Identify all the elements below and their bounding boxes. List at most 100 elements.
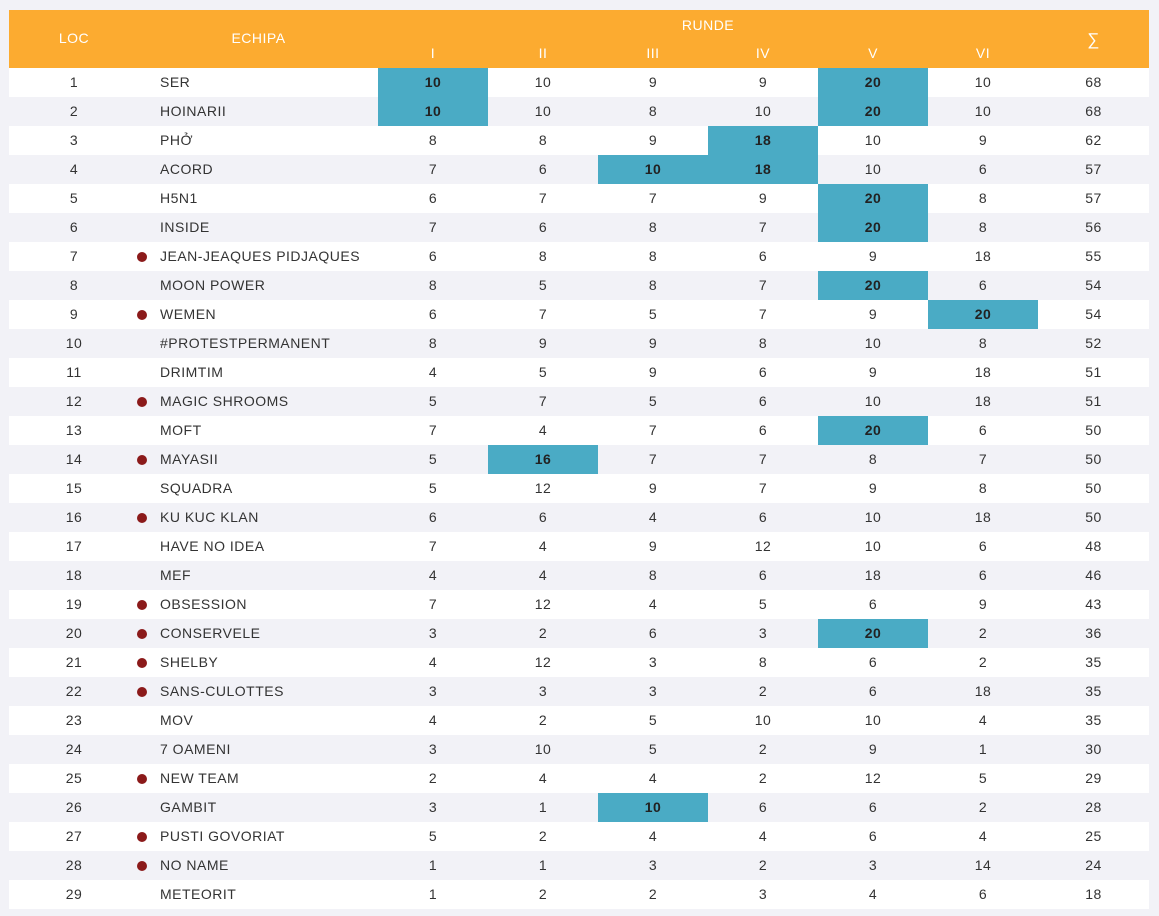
rank-cell: 6 xyxy=(69,219,79,235)
score-cell-round-2: 5 xyxy=(538,364,548,380)
score-cell-round-6: 6 xyxy=(978,277,988,293)
rank-cell: 13 xyxy=(65,422,83,438)
score-cell-round-3: 6 xyxy=(648,625,658,641)
score-cell-round-6: 2 xyxy=(978,654,988,670)
score-cell-round-2: 10 xyxy=(534,103,552,119)
marker-dot-icon xyxy=(137,455,147,465)
team-cell: MOV xyxy=(139,706,378,735)
score-cell-round-5: 6 xyxy=(868,683,878,699)
score-cell-round-5: 3 xyxy=(868,857,878,873)
table-row: 28 NO NAME 1 1 3 2 3 14 24 xyxy=(9,851,1149,880)
rank-cell: 27 xyxy=(65,828,83,844)
score-cell-round-4: 6 xyxy=(758,422,768,438)
score-cell-round-3: 5 xyxy=(648,393,658,409)
score-cell-round-5: 10 xyxy=(864,712,882,728)
table-row: 16 KU KUC KLAN 6 6 4 6 10 18 50 xyxy=(9,503,1149,532)
score-cell-round-6: 8 xyxy=(978,190,988,206)
marker-dot-icon xyxy=(137,774,147,784)
score-cell-round-3: 4 xyxy=(648,596,658,612)
table-row: 9 WEMEN 6 7 5 7 9 20 54 xyxy=(9,300,1149,329)
score-cell-round-1: 7 xyxy=(428,219,438,235)
score-cell-round-5: 9 xyxy=(868,741,878,757)
total-cell: 25 xyxy=(1085,828,1102,844)
score-cell-round-5: 20 xyxy=(818,97,928,126)
table-body: 1 SER 10 10 9 9 20 10 68 2 HOINARII 10 10 8 10 20 10 68 3 P… xyxy=(9,68,1149,909)
team-cell: CONSERVELE xyxy=(137,619,378,648)
score-cell-round-6: 8 xyxy=(978,219,988,235)
score-cell-round-3: 4 xyxy=(648,509,658,525)
score-cell-round-5: 20 xyxy=(818,68,928,97)
score-cell-round-5: 10 xyxy=(864,132,882,148)
score-cell-round-6: 9 xyxy=(978,132,988,148)
team-name: SHELBY xyxy=(160,654,219,670)
table-row: 3 PHỞ 8 8 9 18 10 9 62 xyxy=(9,126,1149,155)
score-cell-round-4: 7 xyxy=(758,219,768,235)
score-cell-round-1: 5 xyxy=(428,393,438,409)
team-name: SANS-CULOTTES xyxy=(160,683,284,699)
score-cell-round-6: 10 xyxy=(974,103,992,119)
score-cell-round-4: 12 xyxy=(754,538,772,554)
rank-cell: 12 xyxy=(65,393,83,409)
score-cell-round-6: 4 xyxy=(978,712,988,728)
score-cell-round-3: 8 xyxy=(648,248,658,264)
rank-cell: 1 xyxy=(69,74,79,90)
score-cell-round-1: 7 xyxy=(428,161,438,177)
score-cell-round-5: 12 xyxy=(864,770,882,786)
rank-cell: 15 xyxy=(65,480,83,496)
score-cell-round-3: 10 xyxy=(598,793,708,822)
rank-cell: 9 xyxy=(69,306,79,322)
score-cell-round-1: 4 xyxy=(428,567,438,583)
score-cell-round-4: 6 xyxy=(758,393,768,409)
total-cell: 57 xyxy=(1085,190,1102,206)
table-row: 21 SHELBY 4 12 3 8 6 2 35 xyxy=(9,648,1149,677)
score-cell-round-6: 4 xyxy=(978,828,988,844)
total-cell: 57 xyxy=(1085,161,1102,177)
team-cell: MOON POWER xyxy=(139,271,378,300)
score-cell-round-5: 20 xyxy=(818,619,928,648)
team-name: MAYASII xyxy=(160,451,219,467)
score-cell-round-3: 4 xyxy=(648,770,658,786)
table-row: 18 MEF 4 4 8 6 18 6 46 xyxy=(9,561,1149,590)
score-cell-round-6: 6 xyxy=(978,567,988,583)
score-cell-round-6: 2 xyxy=(978,799,988,815)
total-cell: 48 xyxy=(1085,538,1102,554)
total-cell: 56 xyxy=(1085,219,1102,235)
table-row: 29 METEORIT 1 2 2 3 4 6 18 xyxy=(9,880,1149,909)
score-cell-round-3: 7 xyxy=(648,451,658,467)
total-cell: 43 xyxy=(1085,596,1102,612)
team-cell: MEF xyxy=(139,561,378,590)
score-cell-round-1: 6 xyxy=(428,248,438,264)
score-cell-round-2: 5 xyxy=(538,277,548,293)
team-cell: METEORIT xyxy=(139,880,378,909)
score-cell-round-1: 10 xyxy=(378,97,488,126)
score-cell-round-4: 6 xyxy=(758,364,768,380)
score-cell-round-1: 5 xyxy=(428,480,438,496)
score-cell-round-1: 2 xyxy=(428,770,438,786)
score-cell-round-4: 5 xyxy=(758,596,768,612)
score-cell-round-2: 3 xyxy=(538,683,548,699)
score-cell-round-2: 7 xyxy=(538,306,548,322)
total-cell: 35 xyxy=(1085,654,1102,670)
score-cell-round-5: 10 xyxy=(864,161,882,177)
team-name: PHỞ xyxy=(160,132,193,148)
rank-cell: 23 xyxy=(65,712,83,728)
marker-dot-icon xyxy=(137,658,147,668)
table-row: 27 PUSTI GOVORIAT 5 2 4 4 6 4 25 xyxy=(9,822,1149,851)
score-cell-round-4: 6 xyxy=(758,248,768,264)
total-cell: 50 xyxy=(1085,480,1102,496)
total-cell: 51 xyxy=(1085,393,1102,409)
team-cell: KU KUC KLAN xyxy=(137,503,378,532)
marker-dot-icon xyxy=(137,252,147,262)
score-cell-round-4: 2 xyxy=(758,857,768,873)
header-loc: LOC xyxy=(58,30,90,46)
score-cell-round-1: 3 xyxy=(428,683,438,699)
score-cell-round-2: 8 xyxy=(538,132,548,148)
score-cell-round-1: 3 xyxy=(428,625,438,641)
table-row: 11 DRIMTIM 4 5 9 6 9 18 51 xyxy=(9,358,1149,387)
score-cell-round-6: 14 xyxy=(974,857,992,873)
team-name: METEORIT xyxy=(160,886,237,902)
team-cell: SANS-CULOTTES xyxy=(137,677,378,706)
total-cell: 35 xyxy=(1085,712,1102,728)
score-cell-round-6: 18 xyxy=(974,393,992,409)
score-cell-round-3: 5 xyxy=(648,712,658,728)
